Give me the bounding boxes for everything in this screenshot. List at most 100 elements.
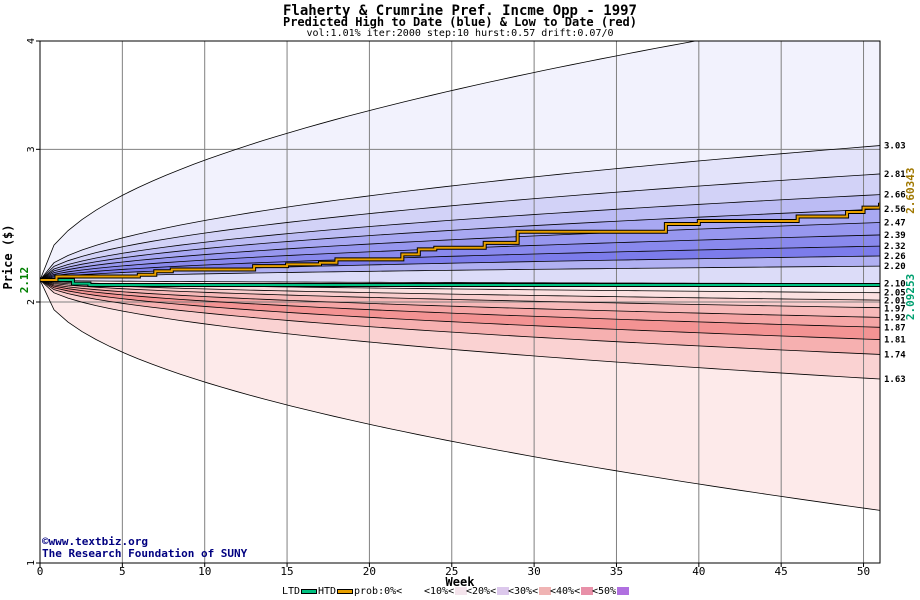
upper-band-fill	[40, 209, 880, 281]
legend-item: <50%	[592, 586, 630, 597]
band-boundary-line	[40, 279, 880, 318]
x-tick-label: 30	[527, 565, 540, 578]
lower-band-fill	[40, 280, 880, 511]
ltd-line	[40, 279, 880, 286]
band-boundary-line	[40, 208, 880, 281]
band-boundary-line	[40, 173, 880, 281]
y-tick-label: 1	[26, 560, 37, 566]
legend-swatch	[301, 588, 318, 594]
band-boundary-line	[40, 279, 880, 511]
chart-subtitle: Predicted High to Date (blue) & Low to D…	[282, 15, 637, 29]
x-tick-label: 15	[280, 565, 293, 578]
band-end-label: 2.39	[884, 231, 906, 241]
band-boundary-line	[40, 279, 880, 380]
legend-item: HTD	[318, 586, 354, 597]
x-axis-title: Week	[446, 575, 476, 586]
x-tick-label: 40	[692, 565, 705, 578]
upper-band-fill	[40, 246, 880, 281]
legend-label: <10%<	[424, 586, 455, 597]
x-tick-label: 0	[37, 565, 44, 578]
band-boundary-line	[40, 279, 880, 328]
band-boundary-line	[40, 41, 698, 281]
band-boundary-line	[40, 245, 880, 281]
chart-plot: 0 5 10 15 20 25 30 35 40 45 50 1 2 3 4 Week Price ($) 2.1…	[1, 38, 917, 586]
legend-swatch	[403, 587, 416, 595]
band-boundary-line	[40, 279, 880, 309]
band-end-label: 2.26	[884, 252, 906, 262]
upper-band-fill	[40, 194, 880, 281]
y-tick-label: 2	[26, 299, 37, 305]
x-tick-label: 35	[610, 565, 623, 578]
band-end-label: 2.47	[884, 219, 906, 229]
band-end-label: 1.74	[884, 350, 906, 360]
series-lines	[40, 41, 880, 511]
y-tick-label: 4	[26, 38, 37, 44]
axes: 0 5 10 15 20 25 30 35 40 45 50 1 2 3 4 Week Price ($) 2.1…	[1, 38, 881, 586]
x-tick-label: 10	[198, 565, 211, 578]
legend-swatch	[497, 587, 510, 595]
legend-swatch	[581, 587, 594, 595]
lower-band-fill	[40, 280, 880, 301]
lower-band-fill	[40, 280, 880, 328]
legend-item: <20%<	[466, 586, 510, 597]
chart-title: Flaherty & Crumrine Pref. Incme Opp - 19…	[282, 3, 637, 19]
upper-band-fill	[40, 234, 880, 281]
band-boundary-line	[40, 222, 880, 281]
band-end-label: 2.66	[884, 191, 906, 201]
y-tick-label: 3	[26, 146, 37, 152]
lower-band-fill	[40, 280, 880, 380]
legend-swatch	[617, 587, 630, 595]
x-tick-label: 45	[775, 565, 788, 578]
x-tick-label: 20	[363, 565, 376, 578]
lower-band-fill	[40, 280, 880, 318]
legend-item: <40%<	[550, 586, 594, 597]
band-boundary-line	[40, 279, 880, 340]
band-end-label: 1.92	[884, 313, 906, 323]
legend-item: LTD	[282, 586, 318, 597]
upper-band-fill	[40, 41, 880, 281]
band-end-label: 1.87	[884, 323, 906, 333]
y-axis-title: Price ($)	[1, 224, 15, 289]
copyright-watermark: ©www.textbiz.org	[42, 535, 148, 548]
x-tick-label: 50	[857, 565, 870, 578]
legend-label: <40%<	[550, 586, 581, 597]
band-end-label: 2.81	[884, 170, 906, 180]
legend-swatch	[337, 588, 354, 594]
legend-label: <30%<	[508, 586, 539, 597]
lower-band-fill	[40, 280, 880, 308]
x-tick-label: 25	[445, 565, 458, 578]
upper-band-fill	[40, 173, 880, 281]
legend-label: LTD	[282, 586, 301, 597]
legend-swatch	[455, 587, 468, 595]
upper-band-fill	[40, 266, 880, 284]
legend-item: <10%<	[424, 586, 468, 597]
band-labels: 3.03 2.81 2.66 2.56 2.47 2.392.322.262.20 2.10…	[884, 142, 917, 385]
band-end-label: 3.03	[884, 142, 906, 152]
legend-item: prob:0%<	[354, 586, 416, 597]
legend: LTD HTD prob:0%< <10%< <20%< <30%< <40%< <50%	[0, 586, 920, 600]
foundation-watermark: The Research Foundation of SUNY	[42, 547, 248, 560]
band-end-label: 2.01	[884, 297, 906, 307]
band-end-label: 1.63	[884, 375, 906, 385]
band-end-label: 1.81	[884, 336, 906, 346]
band-boundary-line	[40, 279, 880, 355]
upper-band-fill	[40, 222, 880, 281]
band-end-label: 1.97	[884, 305, 906, 315]
band-boundary-line	[40, 279, 880, 301]
band-boundary-line	[40, 194, 880, 281]
band-end-label: 2.10	[884, 280, 906, 290]
ltd-final-label: 2.09253	[904, 274, 917, 320]
x-tick-label: 5	[119, 565, 126, 578]
probability-bands	[40, 41, 880, 511]
htd-line	[40, 202, 880, 282]
band-end-label: 2.56	[884, 205, 906, 215]
band-boundary-line	[40, 265, 880, 281]
band-end-label: 2.20	[884, 262, 906, 272]
lower-band-fill	[40, 280, 880, 355]
band-end-label: 2.05	[884, 289, 906, 299]
band-end-label: 2.32	[884, 242, 906, 252]
htd-final-label: 2.60343	[904, 168, 917, 214]
upper-band-fill	[40, 255, 880, 281]
upper-band-fill	[40, 145, 880, 281]
legend-label: prob:0%<	[354, 586, 403, 597]
